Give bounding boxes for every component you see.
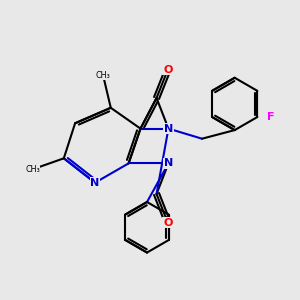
- Text: CH₃: CH₃: [25, 165, 40, 174]
- Text: N: N: [90, 178, 100, 188]
- Text: N: N: [164, 124, 173, 134]
- Text: F: F: [267, 112, 274, 122]
- Text: O: O: [163, 65, 172, 75]
- Text: CH₃: CH₃: [96, 70, 110, 80]
- Text: O: O: [163, 218, 172, 228]
- Text: N: N: [164, 158, 173, 168]
